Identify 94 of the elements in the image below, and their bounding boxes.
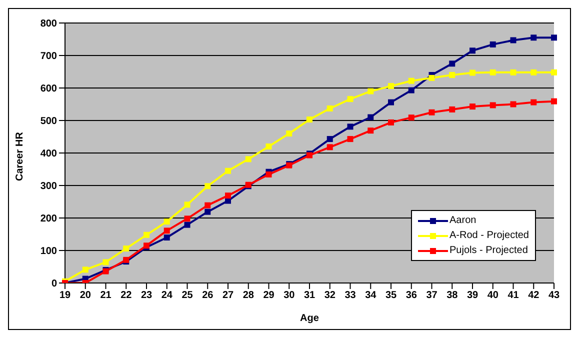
x-tick-label: 42 [528,290,540,302]
point [123,246,130,252]
x-tick-label: 25 [182,290,194,302]
point [551,69,557,76]
point [449,72,456,78]
point [510,69,516,76]
y-tick-label: 500 [40,116,58,128]
x-tick-label: 36 [406,290,418,302]
point [470,70,476,76]
point [368,88,374,94]
point [408,114,414,121]
x-tick-label: 30 [284,290,296,302]
x-tick-label: 23 [140,290,152,302]
point [530,69,537,76]
legend-label: Aaron [450,214,476,228]
x-tick-label: 43 [548,290,560,302]
point [347,124,354,130]
y-tick-label: 0 [51,278,58,290]
x-tick-label: 32 [324,290,336,302]
x-tick-label: 29 [263,290,275,302]
point [164,218,170,225]
point [388,83,394,90]
point [326,144,333,150]
point [530,99,537,106]
point [470,48,476,54]
y-tick-label: 400 [40,148,58,160]
point [204,183,211,190]
point [225,168,231,174]
point [245,156,252,162]
point [530,34,537,41]
point [347,96,354,102]
point [510,37,516,44]
point [225,192,231,199]
point [428,109,435,116]
x-tick-label: 26 [202,290,214,302]
point [408,78,414,84]
x-tick-label: 22 [120,290,132,302]
x-tick-label: 31 [304,290,316,302]
x-tick-label: 33 [344,290,356,302]
y-tick-label: 700 [40,51,58,62]
point [490,41,496,48]
x-tick-label: 20 [80,290,92,302]
point [286,130,292,136]
point [551,34,557,41]
point [347,136,354,142]
point [266,144,272,150]
point [551,98,557,104]
point [368,114,374,120]
y-tick-label: 200 [40,214,58,225]
point [184,202,190,208]
y-tick-label: 100 [40,246,58,258]
x-tick-label: 28 [242,290,254,302]
point [306,116,312,123]
point [388,99,394,106]
x-tick-label: 34 [365,290,377,302]
point [184,222,190,228]
y-axis-title: Career HR [14,131,26,181]
x-tick-label: 35 [385,290,397,302]
point [184,216,190,222]
x-tick-label: 38 [446,290,458,302]
point [428,74,435,81]
point [408,87,414,94]
legend-label: A-Rod - Projected [450,229,529,243]
point [326,136,333,142]
x-tick-label: 39 [466,290,478,302]
x-tick-label: 37 [426,290,438,302]
y-tick-label: 300 [40,181,58,192]
x-tick-label: 24 [161,290,173,302]
point [449,60,456,67]
x-tick-label: 40 [487,290,499,302]
x-tick-label: 27 [222,290,234,302]
x-tick-label: 41 [508,290,520,302]
point [102,259,109,266]
point [490,102,496,108]
point [164,228,170,234]
point [204,202,211,208]
point [326,105,333,112]
point [266,171,272,178]
y-tick-label: 800 [40,18,58,30]
x-axis-title: Age [300,313,320,324]
legend-label: Pujols - Projected [450,244,528,258]
point [144,232,150,238]
point [388,119,394,126]
point [368,128,374,134]
point [470,104,476,110]
x-tick-label: 21 [100,290,112,302]
point [490,69,496,76]
x-tick-label: 19 [59,290,71,302]
point [164,234,170,240]
point [449,106,456,112]
y-tick-label: 600 [40,84,58,95]
point [204,208,211,215]
point [510,101,516,108]
point [82,266,88,273]
